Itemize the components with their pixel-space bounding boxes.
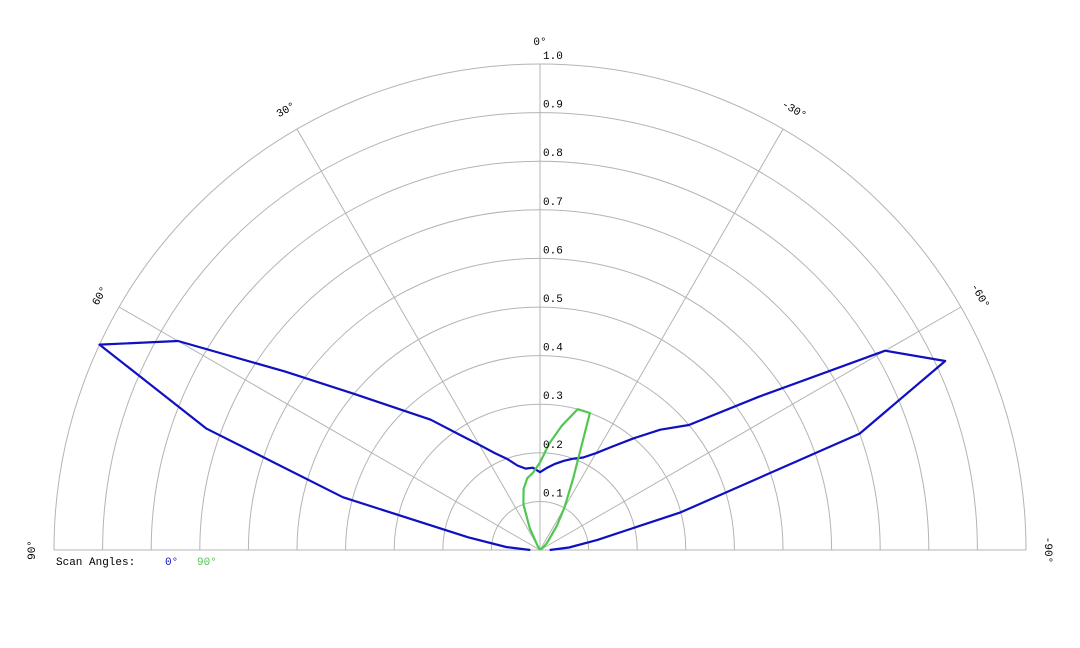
theta-tick-label: 60° xyxy=(91,285,111,308)
series-line xyxy=(522,408,591,551)
theta-tick-label: 0° xyxy=(533,37,546,49)
grid-spoke xyxy=(539,306,962,551)
legend-entry: 90° xyxy=(197,557,217,569)
theta-tick-label: 90° xyxy=(27,540,39,560)
grid xyxy=(53,63,1027,551)
grid-spoke xyxy=(118,306,541,551)
r-tick-label: 0.8 xyxy=(543,148,563,160)
legend-entry: 0° xyxy=(165,557,178,569)
r-tick-label: 0.2 xyxy=(543,440,563,452)
theta-tick-label: -60° xyxy=(967,282,991,311)
r-tick-label: 0.3 xyxy=(543,391,563,403)
theta-tick-label: -30° xyxy=(779,99,808,123)
theta-tick-label: 30° xyxy=(275,101,298,121)
r-tick-label: 0.9 xyxy=(543,100,563,112)
r-tick-label: 0.4 xyxy=(543,343,563,355)
grid-spoke xyxy=(296,128,541,551)
series-line xyxy=(98,339,947,552)
r-tick-label: 0.5 xyxy=(543,294,563,306)
r-tick-label: 1.0 xyxy=(543,51,563,63)
legend-title: Scan Angles: xyxy=(56,557,135,569)
plot-area xyxy=(98,339,947,552)
grid-spoke xyxy=(539,128,784,551)
r-tick-label: 0.7 xyxy=(543,197,563,209)
r-tick-label: 0.6 xyxy=(543,245,563,257)
theta-tick-label: -90° xyxy=(1041,537,1053,563)
r-tick-label: 0.1 xyxy=(543,488,563,500)
